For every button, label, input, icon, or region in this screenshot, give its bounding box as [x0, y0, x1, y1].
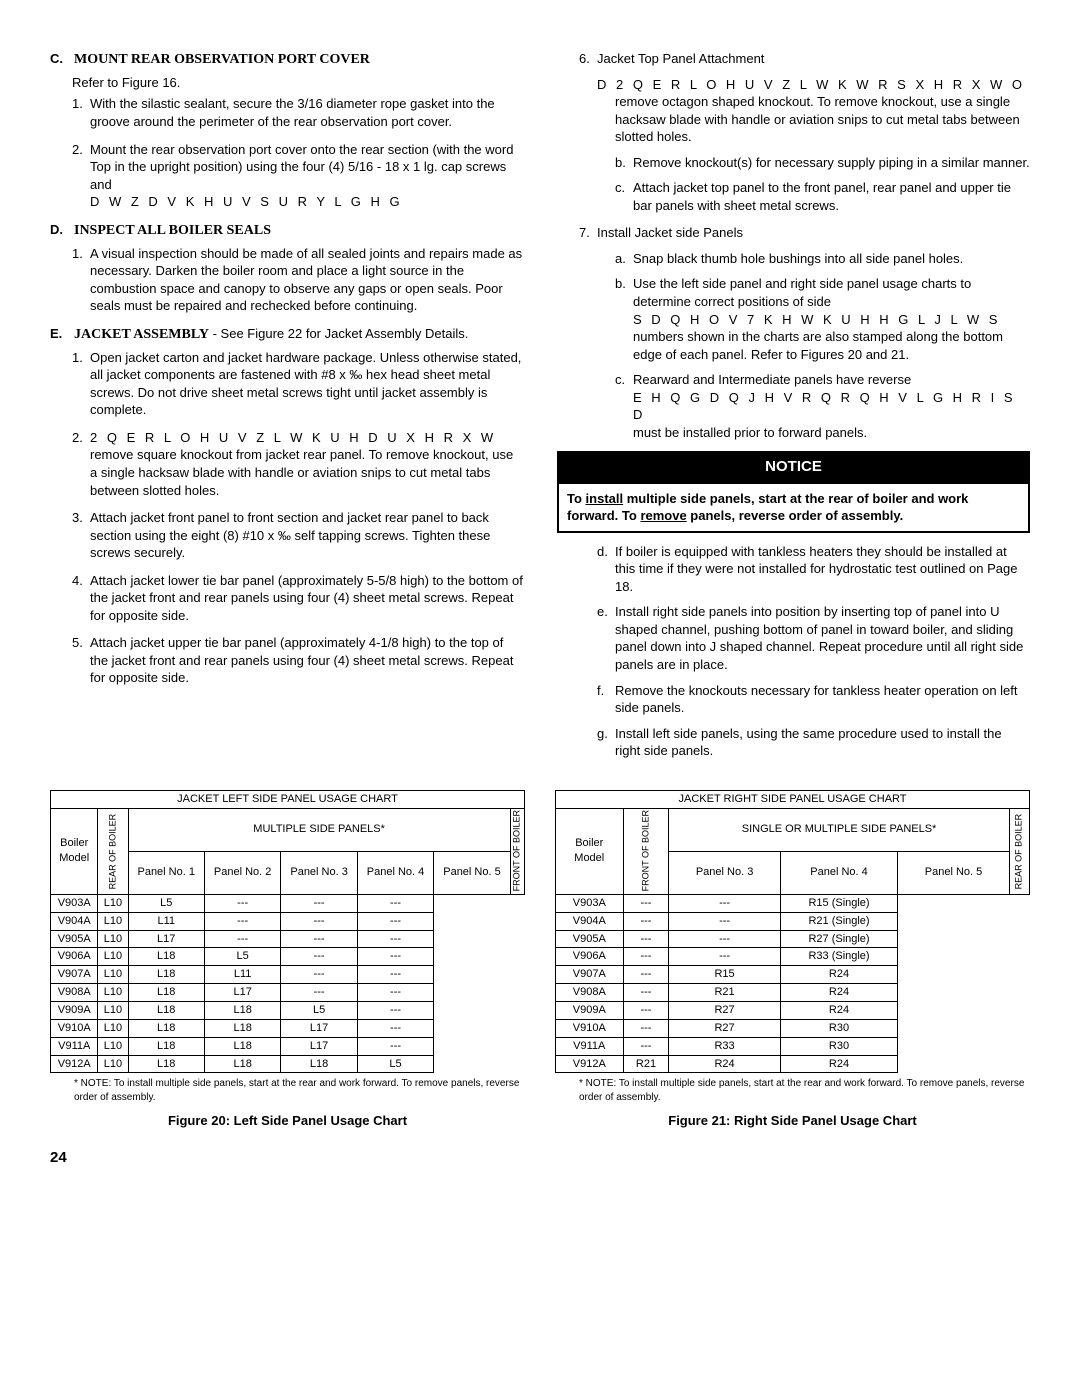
c-item-2: Mount the rear observation port cover on…: [72, 141, 523, 211]
section-e-head: E. JACKET ASSEMBLY - See Figure 22 for J…: [50, 325, 523, 345]
section-e-title: JACKET ASSEMBLY: [74, 327, 209, 342]
table-row: V911AL10L18L18L17---: [51, 1037, 525, 1055]
tables-row: JACKET LEFT SIDE PANEL USAGE CHART Boile…: [50, 790, 1030, 1130]
table-row: V909A---R27R24: [556, 1002, 1030, 1020]
item-6a-rest: remove octagon shaped knockout. To remov…: [615, 93, 1030, 146]
item-7c: Rearward and Intermediate panels have re…: [615, 371, 1030, 441]
c-item-2-tail: D W Z D V K H U V S U R Y L G H G: [90, 194, 403, 209]
table-row: V907AL10L18L11------: [51, 966, 525, 984]
item-7d: If boiler is equipped with tankless heat…: [597, 543, 1030, 596]
section-c-letter: C.: [50, 50, 68, 68]
table-row: V908AL10L18L17------: [51, 984, 525, 1002]
e-item-5: Attach jacket upper tie bar panel (appro…: [72, 634, 523, 687]
right-table-note: * NOTE: To install multiple side panels,…: [579, 1077, 1030, 1104]
table-row: V904A------R21 (Single): [556, 912, 1030, 930]
e-item-1: Open jacket carton and jacket hardware p…: [72, 349, 523, 419]
table-row: V903AL10L5---------: [51, 894, 525, 912]
right-table-title: JACKET RIGHT SIDE PANEL USAGE CHART: [556, 790, 1030, 808]
section-d-head: D. INSPECT ALL BOILER SEALS: [50, 221, 523, 241]
table-row: V905A------R27 (Single): [556, 930, 1030, 948]
left-table-rear-label: REAR OF BOILER: [98, 808, 128, 894]
two-column-layout: C. MOUNT REAR OBSERVATION PORT COVER Ref…: [50, 50, 1030, 768]
item-6: Jacket Top Panel Attachment D 2 Q E R L …: [579, 50, 1030, 214]
table-row: V906AL10L18L5------: [51, 948, 525, 966]
e-item-4: Attach jacket lower tie bar panel (appro…: [72, 572, 523, 625]
notice-body: To install multiple side panels, start a…: [557, 484, 1030, 533]
table-row: V912AL10L18L18L18L5: [51, 1055, 525, 1073]
table-row: V907A---R15R24: [556, 966, 1030, 984]
item-7a: Snap black thumb hole bushings into all …: [615, 250, 1030, 268]
section-c-subtitle: Refer to Figure 16.: [72, 74, 523, 92]
right-table-front-label: FRONT OF BOILER: [623, 808, 669, 894]
e-item-3: Attach jacket front panel to front secti…: [72, 509, 523, 562]
item-7b: Use the left side panel and right side p…: [615, 275, 1030, 363]
figure-21-caption: Figure 21: Right Side Panel Usage Chart: [555, 1112, 1030, 1130]
item-6c: Attach jacket top panel to the front pan…: [615, 179, 1030, 214]
right-table-rear-label: REAR OF BOILER: [1009, 808, 1029, 894]
left-table-block: JACKET LEFT SIDE PANEL USAGE CHART Boile…: [50, 790, 525, 1130]
figure-20-caption: Figure 20: Left Side Panel Usage Chart: [50, 1112, 525, 1130]
table-row: V911A---R33R30: [556, 1037, 1030, 1055]
item-7e: Install right side panels into position …: [597, 603, 1030, 673]
section-d-title: INSPECT ALL BOILER SEALS: [74, 222, 271, 241]
left-table-note: * NOTE: To install multiple side panels,…: [74, 1077, 525, 1104]
item-7g: Install left side panels, using the same…: [597, 725, 1030, 760]
left-table-front-label: FRONT OF BOILER: [510, 808, 524, 894]
item-6b: Remove knockout(s) for necessary supply …: [615, 154, 1030, 172]
right-table-block: JACKET RIGHT SIDE PANEL USAGE CHART Boil…: [555, 790, 1030, 1130]
item-6-pre: D 2 Q E R L O H U V Z L W K W R S X H R …: [597, 76, 1030, 94]
notice-header: NOTICE: [557, 451, 1030, 483]
table-row: V906A------R33 (Single): [556, 948, 1030, 966]
item-7: Install Jacket side Panels Snap black th…: [579, 224, 1030, 441]
table-row: V909AL10L18L18L5---: [51, 1002, 525, 1020]
left-table-mult: MULTIPLE SIDE PANELS*: [128, 808, 510, 851]
section-c-title: MOUNT REAR OBSERVATION PORT COVER: [74, 51, 370, 70]
table-row: V904AL10L11---------: [51, 912, 525, 930]
d-item-1: A visual inspection should be made of al…: [72, 245, 523, 315]
c-item-1: With the silastic sealant, secure the 3/…: [72, 95, 523, 130]
table-row: V905AL10L17---------: [51, 930, 525, 948]
table-row: V912AR21R24R24: [556, 1055, 1030, 1073]
table-row: V908A---R21R24: [556, 984, 1030, 1002]
right-table-mult: SINGLE OR MULTIPLE SIDE PANELS*: [669, 808, 1009, 851]
e-item-2: 2 Q E R L O H U V Z L W K U H D U X H R …: [72, 429, 523, 499]
left-table-title: JACKET LEFT SIDE PANEL USAGE CHART: [51, 790, 525, 808]
item-7f: Remove the knockouts necessary for tankl…: [597, 682, 1030, 717]
page-number: 24: [50, 1148, 1030, 1168]
table-row: V910A---R27R30: [556, 1019, 1030, 1037]
section-e-letter: E.: [50, 325, 68, 343]
section-e-rest: - See Figure 22 for Jacket Assembly Deta…: [209, 326, 468, 341]
right-column: Jacket Top Panel Attachment D 2 Q E R L …: [557, 50, 1030, 768]
table-row: V903A------R15 (Single): [556, 894, 1030, 912]
section-d-letter: D.: [50, 221, 68, 239]
section-c-head: C. MOUNT REAR OBSERVATION PORT COVER: [50, 50, 523, 70]
table-row: V910AL10L18L18L17---: [51, 1019, 525, 1037]
left-column: C. MOUNT REAR OBSERVATION PORT COVER Ref…: [50, 50, 523, 768]
right-table: JACKET RIGHT SIDE PANEL USAGE CHART Boil…: [555, 790, 1030, 1074]
left-table: JACKET LEFT SIDE PANEL USAGE CHART Boile…: [50, 790, 525, 1074]
